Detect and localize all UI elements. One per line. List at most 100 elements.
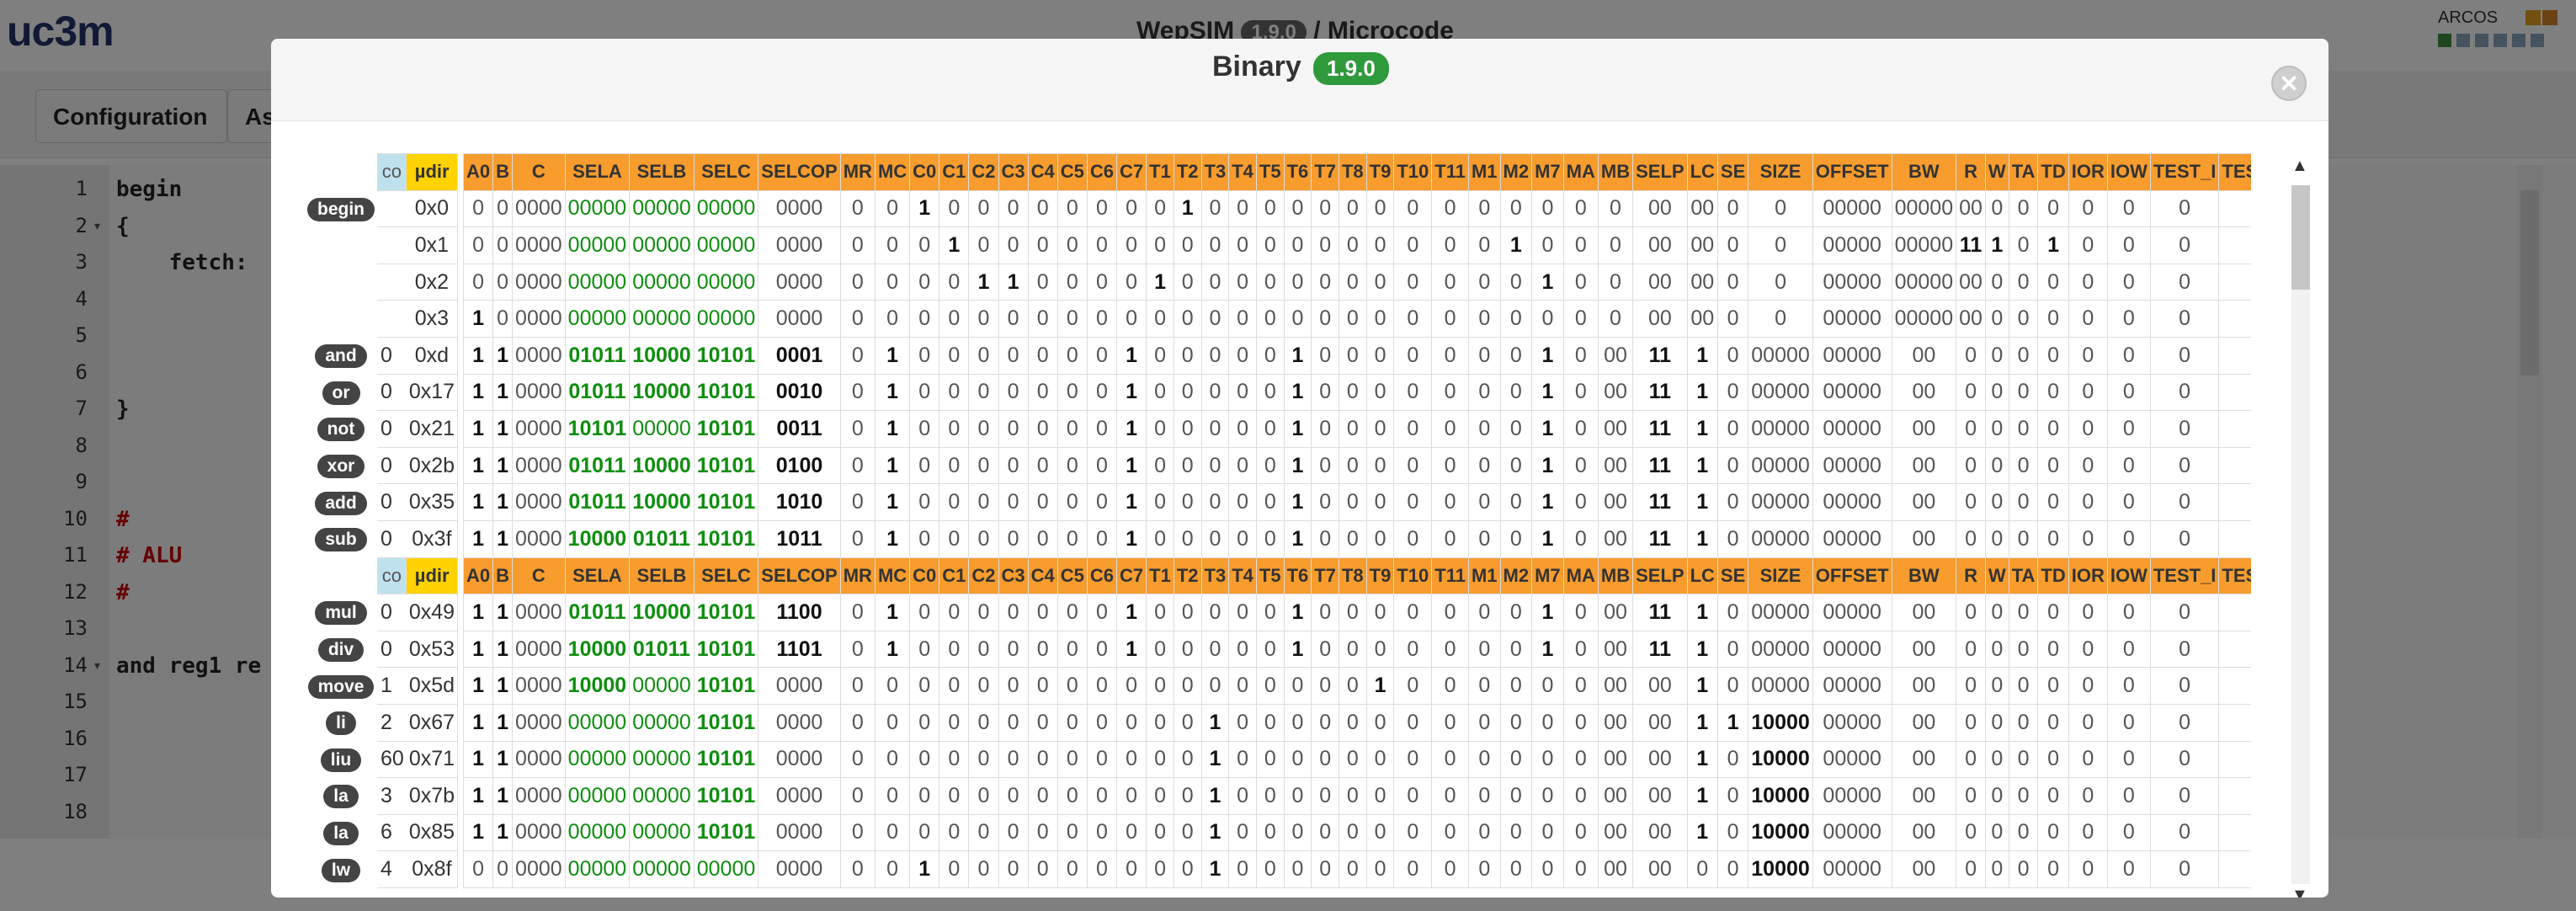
signal-cell: 0 [1086, 300, 1118, 338]
signal-cell: 0 [1984, 519, 2009, 558]
signal-cell: 11 [1632, 410, 1688, 448]
signal-cell: 0 [2008, 373, 2039, 412]
co-cell: 3 [377, 777, 407, 815]
signal-cell: 1 [874, 519, 911, 558]
column-header: TEST_U [2218, 153, 2251, 191]
signal-cell: 0 [939, 850, 970, 888]
column-header: MA [1562, 557, 1599, 595]
scroll-down-arrow-icon[interactable]: ▼ [2291, 886, 2308, 898]
signal-cell: 0 [1228, 703, 1257, 742]
signal-cell: 0 [968, 519, 999, 558]
binary-table-container[interactable]: co µdir A0 B C SELA SELB SELC SELCOP MR MC C0 C1 C2 C3… [305, 153, 2251, 894]
instruction-label-cell: liu [305, 741, 377, 778]
instruction-label-cell: xor [305, 447, 377, 484]
instruction-badge[interactable]: sub [315, 528, 367, 552]
instruction-badge[interactable]: and [315, 344, 367, 369]
instruction-badge[interactable]: or [322, 381, 360, 405]
signal-cell: 0 [1228, 410, 1257, 448]
signal-cell: 0000 [758, 300, 841, 338]
signal-cell: 0 [1393, 813, 1433, 852]
signal-cell: 1 [1283, 630, 1312, 669]
signal-cell: 0 [1956, 740, 1986, 779]
column-header: M7 [1531, 153, 1564, 191]
signal-cell: 0 [1365, 189, 1395, 228]
signal-cell: 0 [1338, 813, 1367, 852]
signal-cell: 0 [1116, 777, 1147, 815]
signal-cell: 0 [2106, 813, 2151, 852]
signal-cell: 1 [1116, 630, 1147, 669]
signal-cell: 0 [1283, 226, 1312, 264]
signal-cell: 00000 [1748, 519, 1813, 558]
signal-cell: 1 [874, 336, 911, 375]
signal-cell: 00000 [1748, 336, 1813, 375]
signal-cell: 00000 [1891, 226, 1957, 264]
signal-cell: 0 [1056, 740, 1088, 779]
scroll-up-arrow-icon[interactable]: ▲ [2291, 157, 2308, 175]
signal-cell: 0 [1338, 336, 1367, 375]
signal-cell: 1 [1173, 189, 1202, 228]
gap-cell [458, 520, 464, 557]
signal-cell: 0 [2106, 300, 2151, 338]
signal-cell: 0 [1562, 519, 1599, 558]
instruction-badge[interactable]: la [323, 785, 359, 809]
signal-cell: 0 [1255, 594, 1285, 631]
dialog-scrollbar[interactable]: ▲ ▼ [2288, 121, 2315, 898]
close-icon[interactable]: ✕ [2271, 66, 2307, 101]
signal-cell: 0 [1311, 189, 1339, 228]
signal-cell: 10101 [693, 483, 759, 521]
instruction-badge[interactable]: mul [315, 601, 367, 626]
gap-cell [458, 227, 464, 264]
instruction-badge[interactable]: lw [321, 858, 361, 882]
signal-cell: 0 [1716, 410, 1749, 448]
signal-cell: 0 [874, 703, 911, 742]
signal-cell: 00000 [1812, 813, 1892, 852]
instruction-badge[interactable]: div [317, 638, 365, 663]
signal-cell: 0 [1499, 667, 1533, 705]
signal-cell: 0 [968, 226, 999, 264]
column-header: T3 [1200, 153, 1230, 191]
signal-cell: 0 [2008, 226, 2039, 264]
signal-cell: 1 [1531, 446, 1564, 485]
signal-cell: 00000 [1891, 300, 1957, 338]
instruction-badge[interactable]: liu [320, 748, 362, 772]
instruction-badge[interactable]: not [317, 418, 365, 442]
column-header: T9 [1365, 557, 1395, 595]
signal-cell: 0 [1562, 594, 1599, 631]
signal-cell: 1 [1716, 703, 1749, 742]
instruction-badge[interactable]: begin [307, 197, 375, 221]
table-row: 0x1 0 0 0000 00000 00000 00000 0000 0 0 0 1 0 0 0 0 0 0 0 0… [305, 226, 2251, 264]
signal-cell: 0 [939, 189, 970, 228]
signal-cell: 0000 [512, 594, 566, 631]
instruction-badge[interactable]: xor [317, 455, 365, 479]
signal-cell: 0 [1393, 373, 1433, 412]
signal-cell: 00000 [629, 850, 695, 888]
scroll-track[interactable] [2291, 185, 2310, 884]
signal-cell: 0 [1173, 263, 1202, 301]
column-header: R [1956, 153, 1986, 191]
signal-cell: 0 [1255, 300, 1285, 338]
microaddress-cell: 0x17 [406, 373, 459, 412]
instruction-badge[interactable]: move [307, 674, 375, 699]
signal-cell: 0 [1056, 630, 1088, 669]
instruction-label-cell [305, 227, 377, 264]
signal-cell: 0 [1956, 703, 1986, 742]
instruction-label-cell: la [305, 814, 377, 851]
signal-cell: 0 [1311, 519, 1339, 558]
column-header: SELA [564, 153, 631, 191]
signal-cell: 0 [1716, 667, 1749, 705]
signal-cell: 0 [2037, 703, 2069, 742]
signal-cell: 0000 [512, 336, 566, 375]
signal-cell: 1 [1365, 667, 1395, 705]
instruction-badge[interactable]: li [326, 711, 356, 736]
column-header: T4 [1228, 153, 1257, 191]
instruction-badge[interactable]: add [315, 491, 367, 515]
signal-cell: 0000 [758, 667, 841, 705]
co-cell: 0 [377, 447, 407, 485]
signal-cell: 0000 [758, 263, 841, 301]
signal-cell: 0 [1531, 703, 1564, 742]
instruction-badge[interactable]: la [323, 821, 359, 845]
column-header: SIZE [1748, 153, 1813, 191]
co-cell: 0 [377, 483, 407, 521]
signal-cell: 0 [1984, 336, 2009, 375]
scroll-thumb[interactable] [2291, 185, 2310, 290]
